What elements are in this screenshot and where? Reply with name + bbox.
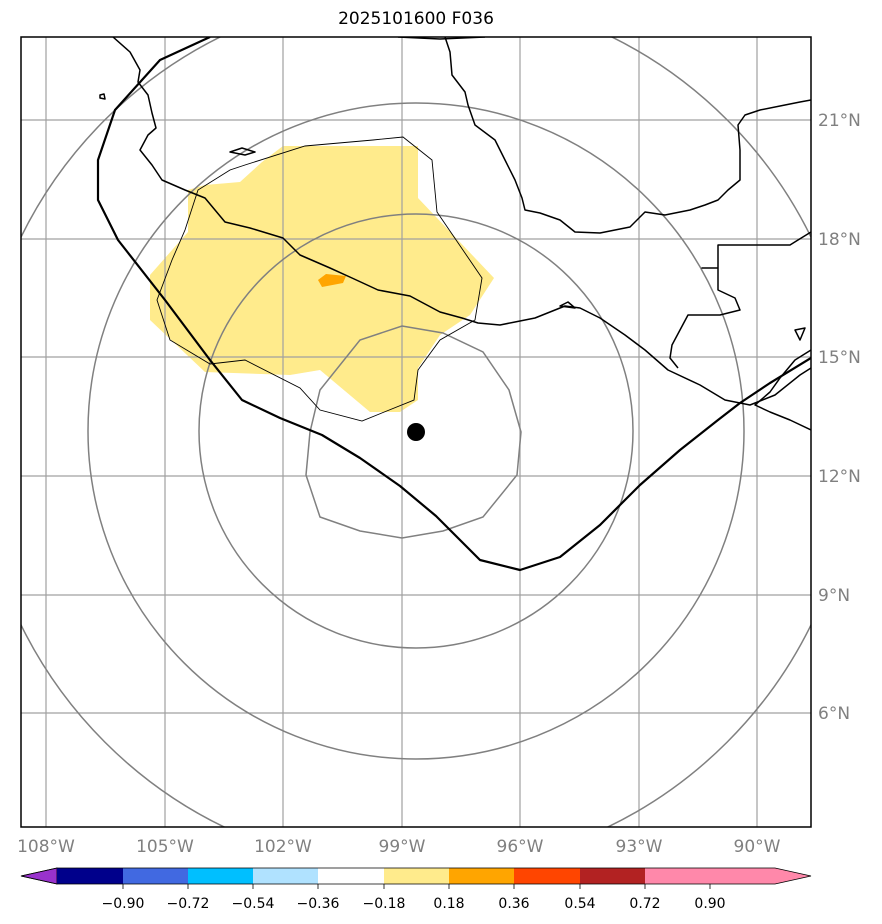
track-line-west (96, 37, 811, 572)
colorbar-tick-label: −0.18 (363, 896, 406, 912)
graticule (21, 37, 811, 827)
colorbar-tick-label: 0.36 (498, 896, 529, 912)
lat-label: 6°N (818, 704, 850, 724)
colorbar-swatch (384, 868, 449, 884)
colorbar-extend-high (710, 868, 811, 884)
coastlines (99, 37, 811, 431)
map-frame (20, 36, 812, 828)
lon-label: 105°W (136, 837, 194, 857)
colorbar-outline (20, 867, 812, 885)
island-3 (559, 301, 576, 309)
island-2 (229, 147, 256, 156)
range-ring-1 (305, 325, 522, 539)
lon-label: 99°W (379, 837, 426, 857)
coastline-yucatan (669, 231, 811, 369)
island-4 (794, 327, 806, 341)
lat-label: 9°N (818, 586, 850, 606)
range-ring-4 (21, 37, 811, 827)
colorbar-tick-label: −0.90 (102, 896, 145, 912)
colorbar-tick-label: 0.54 (564, 896, 595, 912)
map-area (21, 37, 811, 827)
colorbar: −0.90 −0.72 −0.54 −0.36 −0.18 0.18 0.36 … (20, 867, 812, 912)
colorbar-extend-low (20, 867, 58, 885)
colorbar-tick-label: −0.36 (297, 896, 340, 912)
lat-label: 21°N (818, 111, 861, 131)
colorbar-swatch (318, 868, 384, 884)
colorbar-tick-label: 0.18 (433, 896, 464, 912)
lat-label: 18°N (818, 230, 861, 250)
island-1 (99, 93, 106, 100)
lon-label: 108°W (17, 837, 75, 857)
lon-label: 102°W (254, 837, 312, 857)
colorbar-tick-label: −0.54 (232, 896, 275, 912)
colorbar-tick-label: −0.72 (167, 896, 210, 912)
probability-outline (156, 136, 483, 422)
coastline-central-america (754, 349, 811, 431)
colorbar-tick-label: 0.90 (694, 896, 725, 912)
range-rings (21, 37, 811, 827)
range-ring-2 (198, 213, 634, 649)
lon-label: 96°W (497, 837, 544, 857)
probability-region-mid (318, 274, 346, 287)
colorbar-swatch (253, 868, 318, 884)
lat-tick-labels: 21°N 18°N 15°N 12°N 9°N 6°N (818, 111, 861, 724)
colorbar-tick-label: 0.72 (629, 896, 660, 912)
map-title: 2025101600 F036 (338, 9, 494, 29)
colorbar-ticks (122, 884, 711, 889)
lon-tick-labels: 108°W 105°W 102°W 99°W 96°W 93°W 90°W (17, 837, 781, 857)
storm-center-marker (407, 423, 425, 441)
track-lines (96, 37, 811, 572)
colorbar-swatch (514, 868, 580, 884)
lat-label: 15°N (818, 348, 861, 368)
coastline-gulf (444, 37, 811, 234)
colorbar-swatch (123, 868, 188, 884)
colorbar-swatch (580, 868, 645, 884)
colorbar-swatch (188, 868, 253, 884)
lon-label: 93°W (616, 837, 663, 857)
colorbar-swatch (645, 868, 710, 884)
lat-label: 12°N (818, 467, 861, 487)
lon-label: 90°W (734, 837, 781, 857)
coastline-mexico-pacific (112, 37, 811, 406)
colorbar-swatch (57, 868, 123, 884)
colorbar-swatch (449, 868, 514, 884)
range-ring-3 (87, 102, 745, 760)
